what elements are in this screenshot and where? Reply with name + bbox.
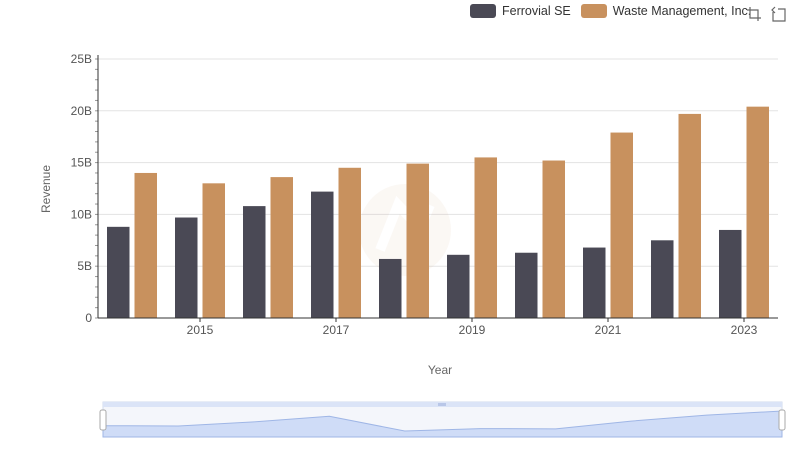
axes-group: 0 5B 10B 15B 20B 25B 2015 2017 2019 2021 2023 [71,52,778,337]
y-tick-label: 10B [71,207,92,221]
x-tick-label: 2023 [731,323,758,337]
bar-waste-management-2014[interactable] [134,172,158,318]
bar-ferrovial-2015[interactable] [175,217,198,318]
y-axis-label: Revenue [39,165,53,213]
bar-waste-management-2020[interactable] [542,160,566,318]
bar-ferrovial-2017[interactable] [311,191,334,318]
bar-waste-management-2021[interactable] [610,132,634,318]
toolbox [746,6,786,22]
x-axis-label: Year [428,363,452,377]
bar-waste-management-2015[interactable] [202,183,226,318]
bar-waste-management-2017[interactable] [338,167,362,318]
bar-ferrovial-2021[interactable] [583,247,606,318]
bar-ferrovial-2020[interactable] [515,252,538,318]
x-tick-label: 2019 [459,323,486,337]
y-tick-label: 5B [77,259,92,273]
bar-ferrovial-2019[interactable] [447,254,470,318]
watermark-logo-icon [359,184,451,276]
bar-waste-management-2018[interactable] [406,163,430,318]
bars-group [107,106,770,319]
y-tick-label: 20B [71,104,92,118]
datazoom-slider[interactable] [99,401,786,438]
zoom-icon[interactable] [746,6,762,22]
datazoom-grip-icon[interactable] [438,403,446,406]
bar-waste-management-2023[interactable] [746,106,770,318]
legend-swatch-waste-management [580,4,607,18]
datazoom-right-handle[interactable] [778,409,786,431]
legend: Ferrovial SE Waste Management, Inc. [470,4,751,18]
restore-icon[interactable] [770,6,786,22]
bar-ferrovial-2018[interactable] [379,258,402,318]
bar-waste-management-2022[interactable] [678,113,702,319]
legend-item-ferrovial[interactable]: Ferrovial SE [470,4,571,18]
x-tick-label: 2015 [187,323,214,337]
y-tick-label: 25B [71,52,92,66]
x-tick-label: 2021 [595,323,622,337]
y-tick-label: 15B [71,156,92,170]
datazoom-left-handle[interactable] [99,409,107,431]
x-tick-label: 2017 [323,323,350,337]
legend-swatch-ferrovial [470,4,496,18]
legend-label-ferrovial: Ferrovial SE [502,4,571,18]
bar-ferrovial-2014[interactable] [107,226,130,318]
y-tick-label: 0 [85,311,92,325]
bar-waste-management-2016[interactable] [270,177,294,318]
legend-item-waste-management[interactable]: Waste Management, Inc. [580,4,752,18]
legend-label-waste-management: Waste Management, Inc. [612,4,752,18]
bar-ferrovial-2022[interactable] [651,240,674,318]
bar-waste-management-2019[interactable] [474,157,498,318]
bar-ferrovial-2023[interactable] [719,229,742,318]
bar-ferrovial-2016[interactable] [243,206,266,318]
